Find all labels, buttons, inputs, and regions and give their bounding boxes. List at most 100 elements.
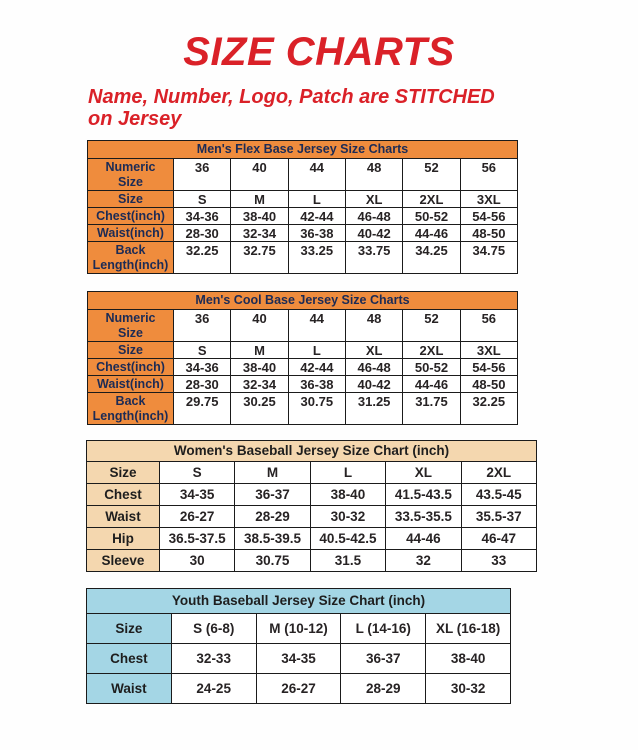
value-cell: 46-47 — [460, 527, 538, 550]
value-cell: S — [172, 341, 232, 359]
mens-flex-base-table-section: Men's Flex Base Jersey Size Charts Numeri… — [87, 140, 519, 274]
value-cell: 44-46 — [402, 224, 461, 242]
value-cell: 34-36 — [172, 358, 232, 376]
value-cell: 52 — [402, 309, 461, 342]
value-cell: 29.75 — [172, 392, 232, 425]
value-cell: L — [309, 461, 387, 484]
value-cell: 2XL — [402, 190, 461, 208]
value-cell: 36 — [172, 309, 232, 342]
value-cell: 34.25 — [402, 241, 461, 274]
value-cell: 38-40 — [230, 358, 289, 376]
value-cell: 34.75 — [459, 241, 519, 274]
table-row: Waist(inch) 28-30 32-34 36-38 40-42 44-46 48-5… — [87, 375, 519, 393]
value-cell: 34-36 — [172, 207, 232, 225]
mens-cool-base-table-section: Men's Cool Base Jersey Size Charts Numeri… — [87, 291, 519, 425]
value-cell: S (6-8) — [170, 613, 257, 644]
value-cell: 32-34 — [230, 375, 289, 393]
table-row: Sleeve 30 30.75 31.5 32 33 — [86, 549, 538, 572]
mens-cool-base-table: Men's Cool Base Jersey Size Charts Numeri… — [87, 291, 519, 425]
value-cell: 31.75 — [402, 392, 461, 425]
table-row: Back Length(inch) 32.25 32.75 33.25 33.75 34.… — [87, 241, 519, 274]
value-cell: 30 — [158, 549, 236, 572]
value-cell: M — [234, 461, 311, 484]
table-row: Chest 34-35 36-37 38-40 41.5-43.5 43.5-45 — [86, 483, 538, 506]
value-cell: 40 — [230, 309, 289, 342]
table-row: Back Length(inch) 29.75 30.25 30.75 31.25 31.… — [87, 392, 519, 425]
value-cell: 32.75 — [230, 241, 289, 274]
value-cell: 30.75 — [234, 549, 311, 572]
value-cell: L (14-16) — [340, 613, 427, 644]
table-title-row: Men's Cool Base Jersey Size Charts — [87, 291, 518, 310]
row-label: Size — [87, 341, 174, 359]
table-row: Waist 24-25 26-27 28-29 30-32 — [86, 673, 511, 704]
value-cell: 38-40 — [425, 643, 511, 674]
table-row: Hip 36.5-37.5 38.5-39.5 40.5-42.5 44-46 46-47 — [86, 527, 538, 550]
table-title: Men's Cool Base Jersey Size Charts — [87, 291, 518, 310]
value-cell: 56 — [459, 158, 519, 191]
row-label: Numeric Size — [87, 158, 174, 191]
womens-baseball-table: Women's Baseball Jersey Size Chart (inch… — [86, 440, 538, 572]
value-cell: 33 — [460, 549, 538, 572]
value-cell: 33.5-35.5 — [385, 505, 462, 528]
row-label: Chest(inch) — [87, 358, 174, 376]
value-cell: XL — [344, 341, 404, 359]
row-label: Back Length(inch) — [87, 241, 174, 274]
value-cell: M — [230, 190, 289, 208]
value-cell: 33.75 — [344, 241, 404, 274]
value-cell: 28-30 — [172, 224, 232, 242]
table-row: Chest(inch) 34-36 38-40 42-44 46-48 50-52 54-5… — [87, 358, 519, 376]
value-cell: 48 — [344, 158, 404, 191]
value-cell: 46-48 — [344, 207, 404, 225]
row-label: Size — [87, 190, 174, 208]
value-cell: 48 — [344, 309, 404, 342]
value-cell: 48-50 — [459, 375, 519, 393]
value-cell: 48-50 — [459, 224, 519, 242]
value-cell: 36-38 — [287, 224, 346, 242]
table-row: Waist 26-27 28-29 30-32 33.5-35.5 35.5-37 — [86, 505, 538, 528]
value-cell: 34-35 — [255, 643, 342, 674]
value-cell: 31.25 — [344, 392, 404, 425]
value-cell: 31.5 — [309, 549, 387, 572]
value-cell: 32 — [385, 549, 462, 572]
value-cell: 33.25 — [287, 241, 346, 274]
value-cell: 44-46 — [385, 527, 462, 550]
value-cell: 36-37 — [234, 483, 311, 506]
table-row: Size S M L XL 2XL — [86, 461, 538, 484]
value-cell: 54-56 — [459, 207, 519, 225]
value-cell: S — [172, 190, 232, 208]
row-label: Size — [86, 613, 172, 644]
row-label: Numeric Size — [87, 309, 174, 342]
value-cell: L — [287, 190, 346, 208]
table-row: Chest(inch) 34-36 38-40 42-44 46-48 50-52 54-5… — [87, 207, 519, 225]
row-label: Back Length(inch) — [87, 392, 174, 425]
value-cell: 32-33 — [170, 643, 257, 674]
youth-baseball-table: Youth Baseball Jersey Size Chart (inch) S… — [86, 588, 511, 704]
value-cell: L — [287, 341, 346, 359]
value-cell: 38-40 — [309, 483, 387, 506]
table-row: Numeric Size 36 40 44 48 52 56 — [87, 309, 519, 342]
row-label: Waist(inch) — [87, 224, 174, 242]
value-cell: 40 — [230, 158, 289, 191]
table-title-row: Men's Flex Base Jersey Size Charts — [87, 140, 518, 159]
row-label: Chest — [86, 643, 172, 674]
table-row: Size S M L XL 2XL 3XL — [87, 341, 519, 359]
value-cell: 54-56 — [459, 358, 519, 376]
value-cell: 26-27 — [158, 505, 236, 528]
value-cell: 2XL — [402, 341, 461, 359]
value-cell: 32.25 — [459, 392, 519, 425]
table-row: Chest 32-33 34-35 36-37 38-40 — [86, 643, 511, 674]
table-row: Size S (6-8) M (10-12) L (14-16) XL (16-18) — [86, 613, 511, 644]
row-label: Hip — [86, 527, 160, 550]
value-cell: 50-52 — [402, 358, 461, 376]
youth-baseball-table-section: Youth Baseball Jersey Size Chart (inch) S… — [86, 588, 511, 704]
value-cell: 50-52 — [402, 207, 461, 225]
row-label: Waist — [86, 505, 160, 528]
value-cell: 34-35 — [158, 483, 236, 506]
value-cell: 44 — [287, 309, 346, 342]
value-cell: 28-29 — [234, 505, 311, 528]
row-label: Waist — [86, 673, 172, 704]
value-cell: 3XL — [459, 190, 519, 208]
value-cell: 40-42 — [344, 224, 404, 242]
value-cell: 36-37 — [340, 643, 427, 674]
